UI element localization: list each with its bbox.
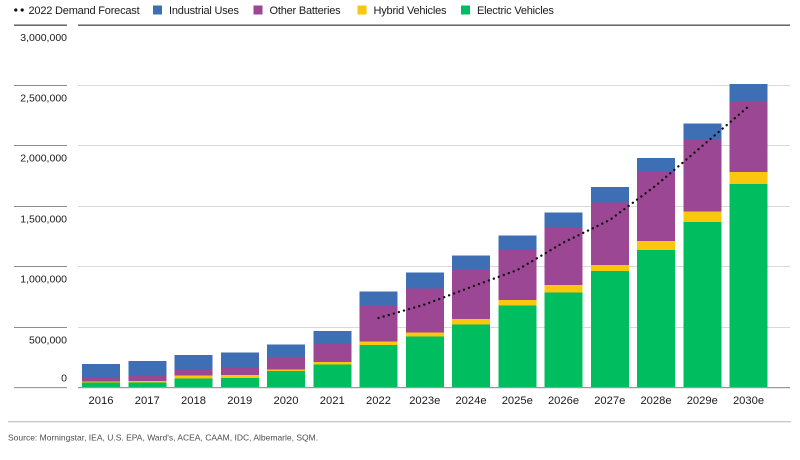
svg-text:2017: 2017	[135, 395, 160, 407]
svg-text:2026e: 2026e	[548, 395, 579, 407]
svg-text:2023e: 2023e	[409, 395, 440, 407]
svg-text:2016: 2016	[89, 395, 114, 407]
svg-text:2027e: 2027e	[594, 395, 625, 407]
svg-text:2029e: 2029e	[687, 395, 718, 407]
svg-text:2019: 2019	[227, 395, 252, 407]
svg-text:3,000,000: 3,000,000	[20, 32, 67, 44]
svg-text:Hybrid Vehicles: Hybrid Vehicles	[374, 5, 448, 17]
svg-text:Industrial Uses: Industrial Uses	[169, 5, 239, 17]
svg-text:2025e: 2025e	[502, 395, 533, 407]
svg-text:2030e: 2030e	[733, 395, 764, 407]
svg-text:2022 Demand Forecast: 2022 Demand Forecast	[29, 5, 140, 17]
svg-text:2020: 2020	[274, 395, 299, 407]
svg-text:2024e: 2024e	[455, 395, 486, 407]
svg-text:Electric Vehicles: Electric Vehicles	[477, 5, 554, 17]
svg-text:2022: 2022	[366, 395, 391, 407]
svg-text:Source: Morningstar, IEA, U.S.: Source: Morningstar, IEA, U.S. EPA, Ward…	[8, 433, 318, 443]
svg-text:500,000: 500,000	[29, 334, 67, 346]
svg-text:0: 0	[61, 373, 67, 385]
svg-text:2,000,000: 2,000,000	[20, 152, 67, 164]
svg-text:2018: 2018	[181, 395, 206, 407]
svg-text:1,000,000: 1,000,000	[20, 273, 67, 285]
svg-text:2028e: 2028e	[640, 395, 671, 407]
svg-text:1,500,000: 1,500,000	[20, 213, 67, 225]
svg-text:2021: 2021	[320, 395, 345, 407]
svg-text:Other Batteries: Other Batteries	[270, 5, 342, 17]
svg-text:2,500,000: 2,500,000	[20, 92, 67, 104]
